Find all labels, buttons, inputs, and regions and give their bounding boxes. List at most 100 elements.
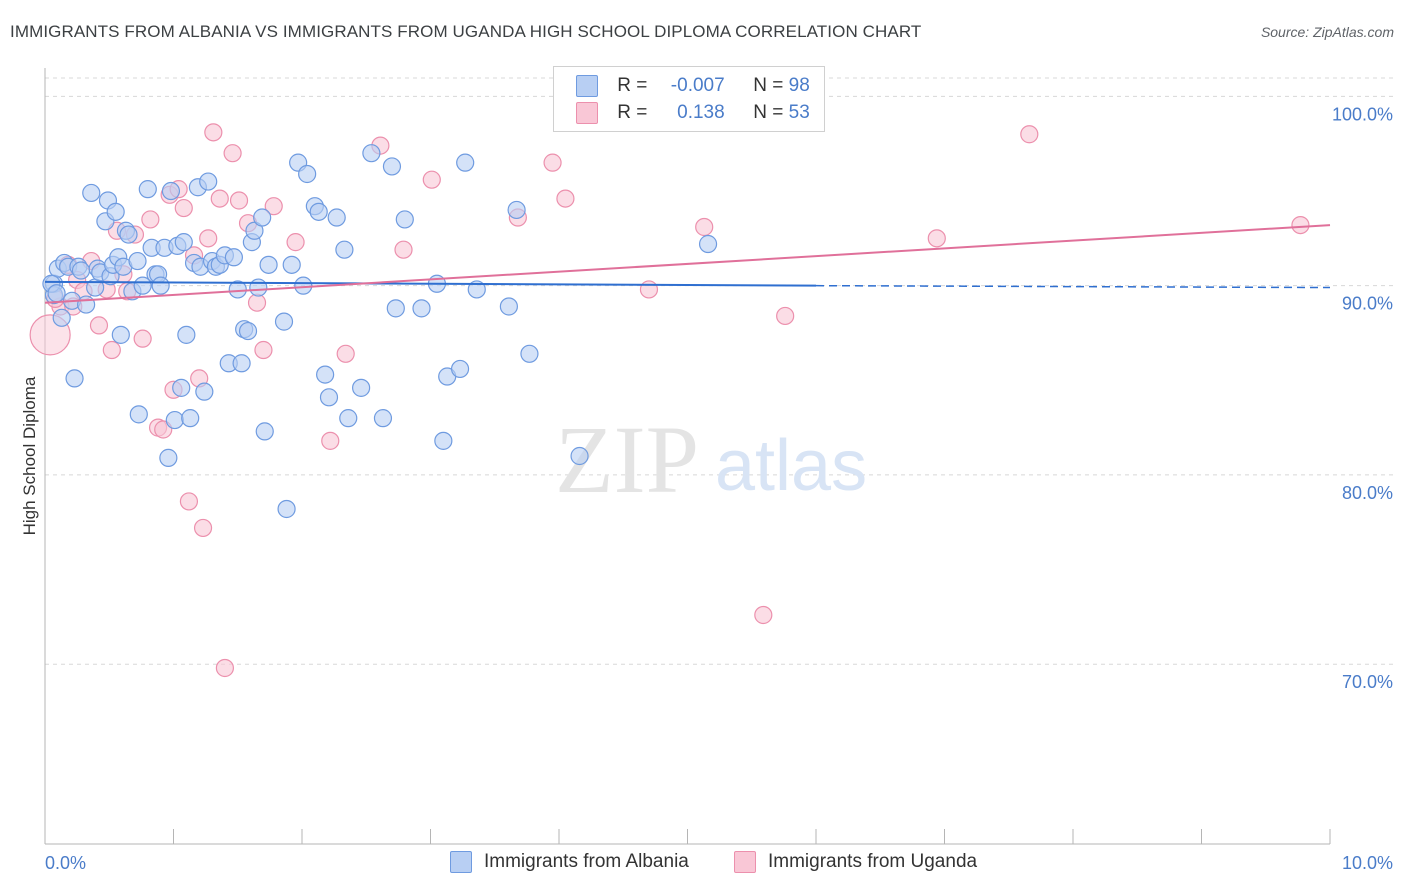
uganda-point [286, 233, 305, 252]
legend-row-uganda: R = 0.138 N = 53 [576, 102, 810, 126]
uganda-point [1291, 215, 1310, 235]
uganda-n-value: 53 [788, 102, 810, 124]
legend-n-label-uganda: N = [753, 102, 784, 124]
x-tick-label-max: 10.0% [1342, 853, 1393, 873]
y-tick-label-80: 80.0% [1342, 483, 1393, 503]
albania-point [282, 255, 301, 274]
albania-point [111, 325, 130, 344]
albania-point [165, 410, 184, 430]
albania-point [172, 378, 191, 397]
albania-point [181, 409, 200, 428]
albania-point [174, 233, 193, 252]
legend-r-label-uganda: R = [617, 102, 648, 124]
uganda-point [336, 344, 355, 363]
albania-point [386, 299, 405, 318]
albania-point [82, 183, 101, 203]
albania-point [138, 180, 157, 199]
albania-point [249, 278, 268, 297]
uganda-point [193, 518, 213, 538]
albania-point [159, 448, 178, 467]
uganda-point [210, 189, 229, 208]
albania-point [298, 164, 317, 184]
uganda-point [1020, 125, 1039, 144]
y-axis-tick-labels: 70.0% 80.0% 90.0% 100.0% [1332, 104, 1393, 692]
albania-point [106, 202, 125, 221]
albania-point [520, 344, 539, 363]
uganda-point [321, 431, 340, 450]
albania-point [259, 255, 278, 274]
uganda-legend-label: Immigrants from Uganda [768, 851, 978, 873]
albania-point [274, 312, 294, 331]
uganda-point [204, 123, 223, 142]
uganda-point [927, 229, 946, 248]
albania-point [382, 157, 402, 176]
albania-point [373, 409, 393, 428]
albania-point [434, 431, 453, 450]
uganda-point [264, 197, 283, 216]
legend-n-label-albania: N = [753, 75, 784, 97]
uganda-point [141, 210, 160, 229]
albania-legend-swatch [450, 851, 472, 873]
uganda-point [639, 280, 659, 299]
albania-point [195, 382, 214, 401]
uganda-point [556, 189, 575, 208]
uganda-legend-swatch [734, 851, 756, 873]
legend-item-albania[interactable]: Immigrants from Albania [450, 851, 689, 875]
albania-point [362, 144, 381, 163]
albania-point [507, 200, 526, 220]
albania-n-value: 98 [788, 75, 810, 97]
uganda-point [174, 198, 193, 218]
albania-point [161, 181, 181, 201]
albania-legend-label: Immigrants from Albania [484, 851, 689, 873]
uganda-point [695, 217, 714, 237]
uganda-r-value: 0.138 [677, 102, 725, 124]
albania-point [255, 422, 274, 441]
albania-point [277, 499, 296, 519]
albania-point [52, 308, 71, 327]
uganda-point [247, 293, 267, 312]
albania-trend-line [44, 280, 817, 287]
albania-point [339, 409, 358, 428]
albania-point [228, 280, 247, 299]
uganda-point [229, 191, 249, 210]
albania-trend-extension [815, 284, 1331, 289]
albania-point [395, 210, 414, 229]
chart-title: IMMIGRANTS FROM ALBANIA VS IMMIGRANTS FR… [10, 22, 922, 41]
albania-r-value: -0.007 [670, 75, 725, 97]
albania-point [129, 405, 148, 424]
uganda-point [754, 605, 773, 625]
uganda-point [215, 658, 234, 678]
albania-point [319, 388, 339, 407]
albania-point [71, 261, 91, 280]
albania-point [335, 240, 354, 259]
albania-point [177, 325, 196, 344]
legend-row-albania: R = -0.007 N = 98 [576, 75, 810, 99]
uganda-point [179, 492, 199, 511]
grid-lines [45, 77, 1393, 665]
uganda-point [254, 340, 273, 360]
uganda-point [199, 229, 218, 248]
albania-point [47, 284, 66, 303]
x-tick-label-min: 0.0% [45, 853, 86, 873]
albania-point [128, 251, 147, 271]
stats-legend: R = -0.007 N = 98 R = 0.138 N = 53 [553, 66, 825, 132]
albania-point [467, 280, 486, 299]
uganda-point [422, 170, 441, 189]
uganda-point [133, 329, 152, 348]
albania-point [316, 365, 335, 384]
source-label: Source: ZipAtlas.com [1260, 24, 1394, 40]
albania-point [698, 234, 718, 254]
albania-point [224, 248, 243, 267]
albania-point [294, 276, 313, 295]
albania-point [499, 297, 518, 316]
uganda-points [29, 123, 1310, 678]
uganda-swatch [576, 102, 598, 124]
y-tick-label-100: 100.0% [1332, 104, 1393, 124]
albania-point [119, 225, 138, 244]
albania-point [77, 295, 96, 314]
albania-point [352, 378, 371, 397]
legend-item-uganda[interactable]: Immigrants from Uganda [734, 851, 977, 875]
x-axis-ticks [44, 829, 1331, 844]
albania-point [238, 321, 258, 341]
